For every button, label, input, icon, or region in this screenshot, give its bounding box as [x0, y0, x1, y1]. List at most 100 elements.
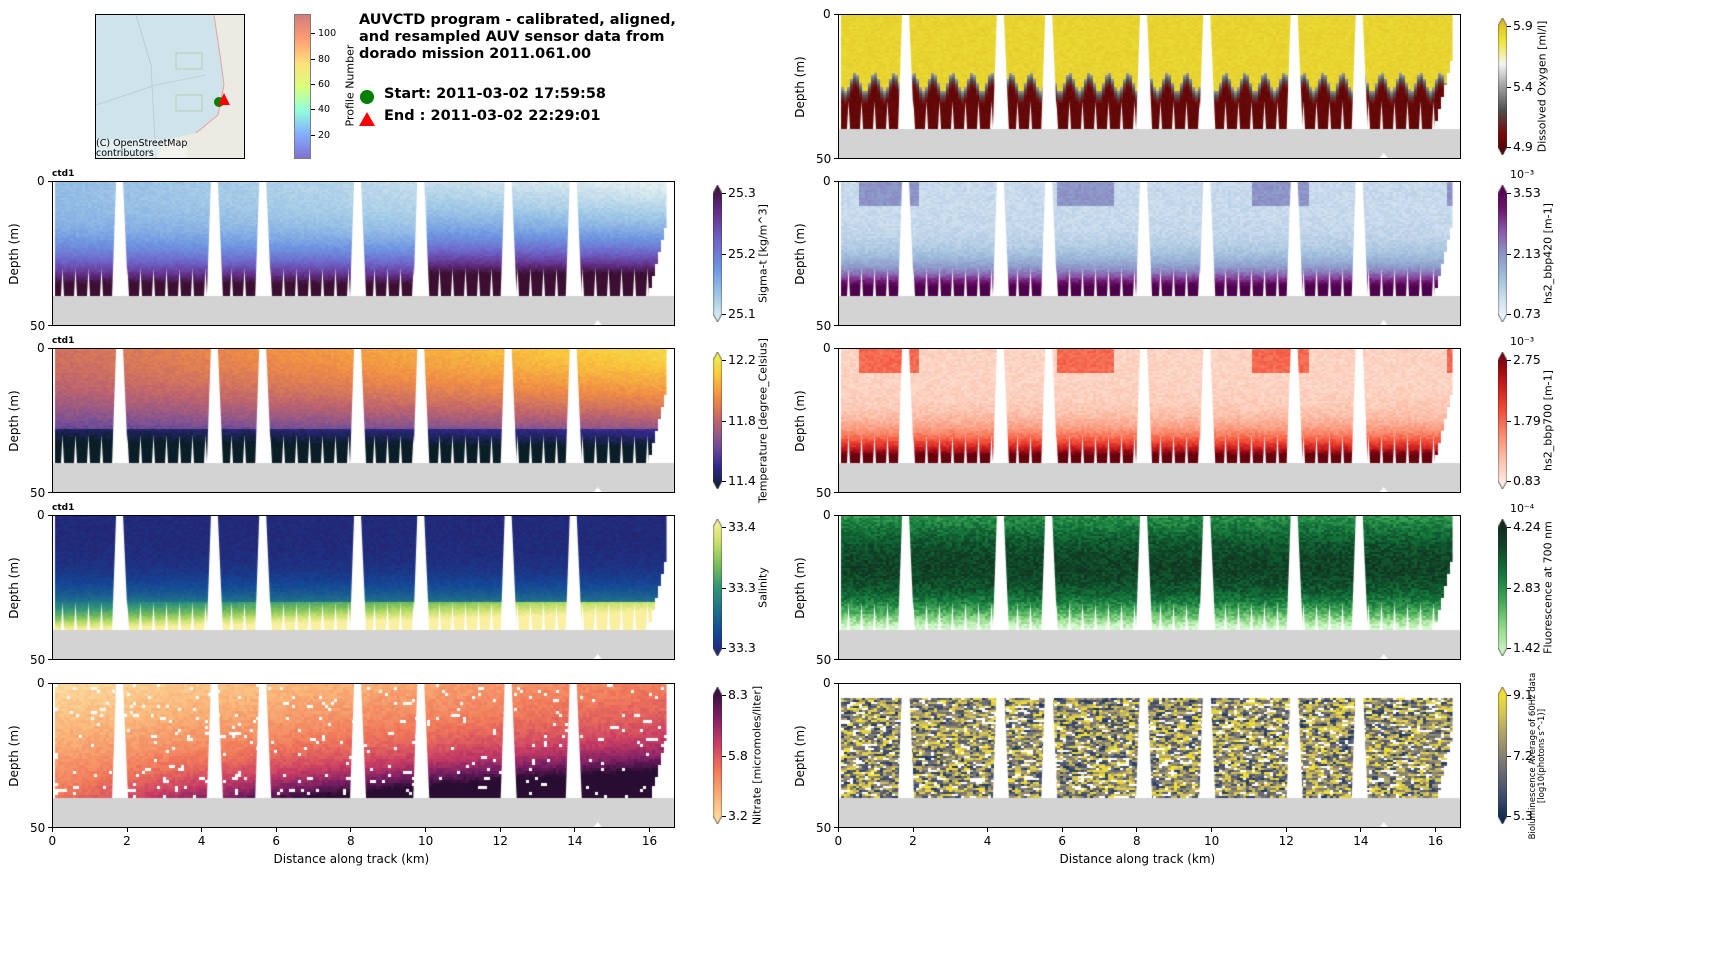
y-tick-label: 0: [823, 676, 831, 690]
colorbar-gradient: [1498, 687, 1507, 824]
colorbar-tick-mark: [722, 816, 726, 817]
start-legend-label: Start: 2011-03-02 17:59:58: [384, 86, 607, 102]
y-tick-label: 50: [816, 486, 832, 500]
colorbar-tick-label: 5.3: [1513, 808, 1533, 823]
x-tick-mark: [126, 828, 128, 832]
colorbar-tick-label: 5.8: [728, 747, 748, 763]
plot-temperature: [52, 348, 675, 493]
colorbar-label: Temperature [degree_Celsius]: [756, 337, 770, 503]
colorbar-tick-label: 11.8: [728, 412, 756, 428]
colorbar-gradient: [713, 352, 722, 489]
y-tick-mark: [834, 492, 838, 493]
colorbar-gradient: [713, 687, 722, 824]
colorbar-tick-label: 25.2: [728, 245, 756, 261]
colorbar-tick-mark: [1507, 755, 1511, 757]
colorbar-exponent: 10⁻³: [1510, 335, 1535, 348]
colorbar-tick-mark: [722, 420, 726, 422]
y-axis-label: Depth (m): [7, 724, 21, 787]
colorbar-tick-label: 4.24: [1513, 519, 1541, 534]
colorbar-gradient: [713, 185, 722, 322]
y-tick-label: 0: [823, 508, 831, 522]
y-tick-label: 0: [37, 676, 45, 690]
colorbar-tick-mark: [722, 360, 726, 361]
colorbar-tick-mark: [722, 648, 726, 649]
colorbar-tick-mark: [1507, 147, 1511, 148]
colorbar-tick-label: 25.3: [728, 185, 756, 200]
colorbar-tick-mark: [1507, 527, 1511, 528]
colorbar-tick-mark: [722, 193, 726, 194]
colorbar-label: hs2_bbp700 [m-1]: [1541, 369, 1555, 471]
plot-oxygen: [838, 14, 1461, 159]
colorbar-label: Nitrate [micromoles/liter]: [750, 685, 764, 825]
profile-tick-mark: [311, 83, 315, 85]
y-tick-label: 0: [37, 341, 45, 355]
x-tick-label: 10: [1204, 834, 1220, 848]
x-tick-label: 4: [983, 834, 992, 848]
y-tick-mark: [48, 515, 52, 516]
colorbar-bbp420: [1498, 185, 1507, 322]
heatmap-bbp700: [839, 349, 1460, 492]
plot-bioluminescence: [838, 683, 1461, 828]
end-legend-label: End : 2011-03-02 22:29:01: [384, 108, 601, 124]
y-tick-mark: [834, 827, 838, 828]
colorbar-tick-mark: [1507, 587, 1511, 589]
colorbar-bbp700: [1498, 352, 1507, 489]
profile-tick-label: 40: [318, 104, 331, 116]
x-tick-label: 12: [1278, 834, 1294, 848]
x-tick-mark: [1360, 828, 1362, 832]
x-tick-mark: [201, 828, 203, 832]
y-axis-label: Depth (m): [7, 389, 21, 452]
colorbar-label: Sigma-t [kg/m^3]: [756, 203, 770, 303]
heatmap-bioluminescence: [839, 684, 1460, 827]
y-tick-mark: [834, 683, 838, 684]
x-tick-mark: [1061, 828, 1063, 832]
y-axis-label: Depth (m): [793, 389, 807, 452]
y-tick-mark: [834, 181, 838, 182]
x-tick-mark: [912, 828, 914, 832]
heatmap-sigma_t: [53, 182, 674, 325]
colorbar-tick-label: 2.13: [1513, 245, 1541, 261]
x-tick-label: 0: [48, 834, 57, 848]
profile-tick-mark: [311, 134, 315, 136]
y-tick-mark: [834, 348, 838, 349]
colorbar-tick-label: 9.1: [1513, 687, 1533, 702]
x-tick-label: 4: [197, 834, 206, 848]
colorbar-gradient: [1498, 519, 1507, 656]
x-tick-mark: [838, 828, 839, 832]
colorbar-tick-label: 7.2: [1513, 747, 1533, 763]
colorbar-tick-mark: [1507, 816, 1511, 817]
heatmap-bbp420: [839, 182, 1460, 325]
x-tick-label: 8: [1132, 834, 1141, 848]
x-tick-label: 10: [418, 834, 434, 848]
colorbar-tick-mark: [1507, 420, 1511, 422]
colorbar-tick-label: 0.83: [1513, 473, 1541, 488]
y-tick-label: 0: [823, 7, 831, 21]
colorbar-tick-mark: [722, 527, 726, 528]
x-tick-mark: [1136, 828, 1138, 832]
colorbar-nitrate: [713, 687, 722, 824]
profile-tick-mark: [311, 58, 315, 60]
panel-title: ctd1: [52, 169, 75, 179]
colorbar-tick-mark: [722, 755, 726, 757]
y-tick-mark: [48, 827, 52, 828]
y-tick-label: 0: [823, 341, 831, 355]
heatmap-salinity: [53, 516, 674, 659]
colorbar-tick-label: 12.2: [728, 352, 756, 367]
colorbar-label: Dissolved Oxygen [ml/l]: [1535, 20, 1549, 152]
y-axis-label: Depth (m): [793, 55, 807, 118]
profile-tick-label: 20: [318, 129, 331, 141]
colorbar-tick-mark: [1507, 481, 1511, 482]
colorbar-tick-label: 33.3: [728, 579, 756, 595]
y-axis-label: Depth (m): [7, 222, 21, 285]
colorbar-tick-mark: [722, 481, 726, 482]
colorbar-tick-label: 2.83: [1513, 579, 1541, 595]
x-tick-mark: [1285, 828, 1287, 832]
y-tick-mark: [834, 659, 838, 660]
colorbar-tick-label: 3.2: [728, 808, 748, 823]
colorbar-gradient: [1498, 185, 1507, 322]
profile-tick-label: 60: [318, 78, 331, 90]
colorbar-fluorescence: [1498, 519, 1507, 656]
x-tick-label: 6: [272, 834, 280, 848]
x-tick-label: 2: [909, 834, 917, 848]
colorbar-tick-mark: [722, 695, 726, 696]
